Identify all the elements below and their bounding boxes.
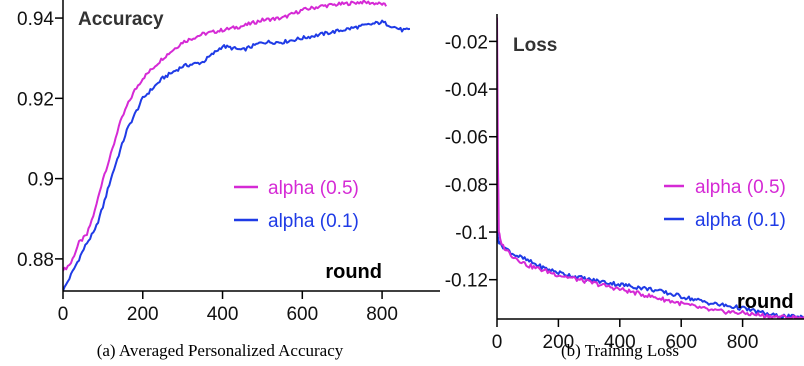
caption-b: (b) Training Loss	[561, 341, 679, 360]
loss-series-line-alpha-0.1	[497, 220, 804, 319]
accuracy-x-tick-label: 400	[207, 304, 239, 325]
loss-chart: -0.02 -0.04 -0.06 -0.08 -0.1 -0.12 0 200 400 600…	[445, 14, 804, 353]
loss-legend-label-alpha-0.1: alpha (0.1)	[695, 210, 786, 231]
loss-y-tick-label: -0.1	[455, 223, 488, 244]
accuracy-x-tick-label: 0	[58, 304, 69, 325]
loss-x-ticks: 0 200 400 600 800	[492, 319, 759, 353]
loss-y-tick-label: -0.08	[445, 175, 488, 196]
loss-y-tick-label: -0.12	[445, 271, 488, 292]
accuracy-y-tick-label: 0.94	[17, 9, 54, 30]
loss-y-tick-label: -0.04	[445, 80, 489, 101]
accuracy-series-line-alpha-0.1	[63, 19, 410, 291]
loss-x-tick-label: 800	[727, 332, 759, 353]
loss-series-lines	[497, 17, 804, 319]
caption-a: (a) Averaged Personalized Accuracy	[97, 341, 344, 360]
accuracy-chart-title: Accuracy	[78, 9, 164, 30]
loss-series-line-alpha-0.5	[497, 17, 804, 319]
accuracy-legend-label-alpha-0.1: alpha (0.1)	[268, 211, 359, 232]
accuracy-x-tick-label: 800	[366, 304, 398, 325]
accuracy-legend: alpha (0.5) alpha (0.1)	[234, 178, 359, 232]
loss-x-tick-label: 0	[492, 332, 503, 353]
loss-y-ticks: -0.02 -0.04 -0.06 -0.08 -0.1 -0.12	[445, 32, 497, 292]
accuracy-y-ticks: 0.88 0.9 0.92 0.94	[17, 9, 63, 271]
accuracy-series-lines	[63, 0, 410, 291]
loss-x-tick-label: 600	[665, 332, 697, 353]
accuracy-y-tick-label: 0.9	[28, 170, 54, 191]
accuracy-series-line-alpha-0.5	[63, 0, 387, 272]
loss-x-axis-label: round	[737, 291, 794, 313]
accuracy-y-tick-label: 0.92	[17, 89, 54, 110]
accuracy-chart: 0.88 0.9 0.92 0.94 0 200 400 600 800 Accuracy r…	[17, 0, 440, 325]
loss-y-tick-label: -0.06	[445, 128, 488, 149]
accuracy-x-tick-label: 600	[286, 304, 318, 325]
loss-x-tick-label: 400	[604, 332, 636, 353]
loss-x-tick-label: 200	[543, 332, 575, 353]
accuracy-x-ticks: 0 200 400 600 800	[58, 291, 398, 325]
accuracy-x-axis-label: round	[325, 261, 382, 283]
loss-y-tick-label: -0.02	[445, 32, 488, 53]
accuracy-y-tick-label: 0.88	[17, 250, 54, 271]
accuracy-x-tick-label: 200	[127, 304, 159, 325]
accuracy-legend-label-alpha-0.5: alpha (0.5)	[268, 178, 359, 199]
loss-legend-label-alpha-0.5: alpha (0.5)	[695, 177, 786, 198]
loss-legend: alpha (0.5) alpha (0.1)	[664, 177, 786, 231]
loss-chart-title: Loss	[513, 35, 557, 56]
